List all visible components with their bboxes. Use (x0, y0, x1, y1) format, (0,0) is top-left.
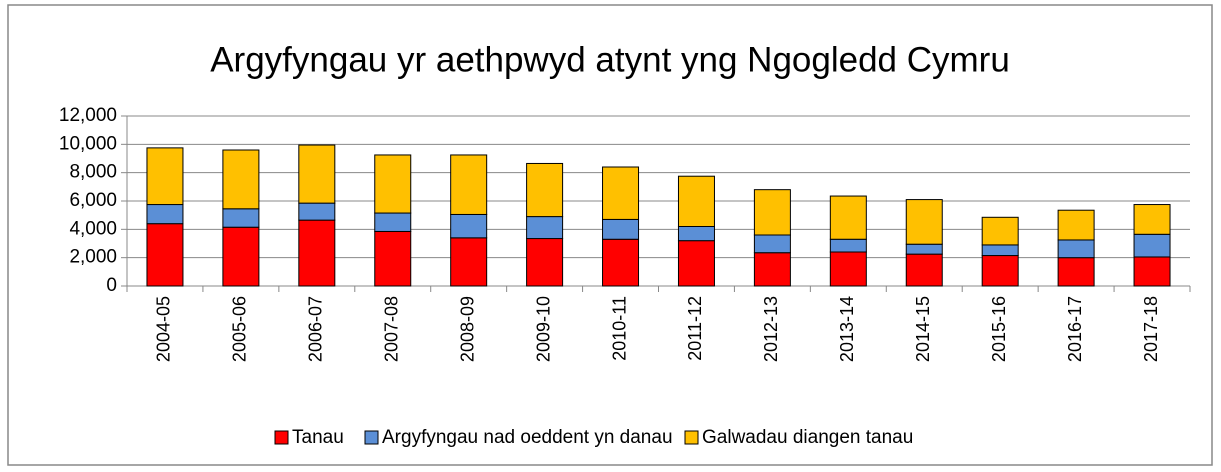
bar-segment (981, 255, 1019, 287)
y-tick-label: 0 (106, 275, 117, 296)
bar-segment (753, 234, 791, 254)
x-tick-label: 2011-12 (685, 296, 705, 361)
bar-segment (222, 149, 260, 210)
bar-segment (753, 189, 791, 236)
legend-swatch (364, 430, 379, 445)
bar-segment (677, 226, 715, 242)
bar-segment (829, 195, 867, 240)
bar-segment (526, 216, 564, 240)
y-tick-label: 2,000 (69, 247, 117, 268)
bar-segment (602, 238, 640, 287)
bar-segment (222, 208, 260, 228)
y-tick-label: 6,000 (69, 190, 117, 211)
legend-label: Argyfyngau nad oeddent yn danau (382, 427, 673, 448)
bar-segment (905, 253, 943, 287)
bar-segment (1133, 233, 1171, 258)
y-tick-label: 4,000 (69, 218, 117, 239)
bar-segment (298, 202, 336, 221)
y-tick-label: 12,000 (59, 105, 117, 126)
bar-segment (298, 219, 336, 287)
bar-segment (450, 237, 488, 287)
x-tick-label: 2017-18 (1141, 296, 1161, 362)
bar-segment (1133, 256, 1171, 287)
bar-segment (829, 238, 867, 253)
bar-segment (146, 147, 184, 206)
bar-segment (981, 244, 1019, 257)
x-tick-label: 2010-11 (609, 296, 629, 361)
x-tick-label: 2007-08 (382, 296, 402, 362)
bar-segment (905, 243, 943, 255)
legend-label: Tanau (292, 427, 344, 448)
bar-segment (450, 154, 488, 215)
x-tick-label: 2004-05 (154, 296, 174, 362)
bar-segment (526, 238, 564, 287)
bar-segment (222, 226, 260, 287)
x-tick-label: 2005-06 (230, 296, 250, 362)
bar-segment (146, 223, 184, 287)
y-tick-label: 10,000 (59, 133, 117, 154)
bar-segment (1057, 209, 1095, 241)
legend-swatch (684, 430, 699, 445)
bar-segment (1057, 257, 1095, 287)
bar-segment (526, 162, 564, 218)
legend-swatch (274, 430, 289, 445)
bar-segment (905, 199, 943, 245)
bar-segment (146, 204, 184, 225)
bar-segment (602, 166, 640, 220)
bar-segment (298, 144, 336, 204)
legend-label: Galwadau diangen tanau (702, 427, 913, 448)
bar-segment (981, 216, 1019, 246)
x-tick-label: 2013-14 (837, 296, 857, 362)
bar-segment (1057, 239, 1095, 259)
x-tick-label: 2008-09 (457, 296, 477, 362)
x-tick-label: 2012-13 (761, 296, 781, 362)
bar-segment (677, 175, 715, 227)
bar-segment (829, 251, 867, 287)
x-tick-label: 2009-10 (533, 296, 553, 362)
bar-segment (753, 252, 791, 287)
bar-segment (450, 213, 488, 239)
bar-segment (677, 240, 715, 287)
bar-segment (1133, 204, 1171, 235)
y-tick-label: 8,000 (69, 162, 117, 183)
x-tick-label: 2014-15 (913, 296, 933, 362)
x-tick-label: 2015-16 (989, 296, 1009, 362)
bar-segment (602, 218, 640, 240)
chart-title: Argyfyngau yr aethpwyd atynt yng Ngogled… (210, 40, 1010, 79)
bar-segment (374, 230, 412, 287)
bar-segment (374, 154, 412, 214)
bar-segment (374, 212, 412, 232)
x-tick-label: 2016-17 (1065, 296, 1085, 362)
x-tick-label: 2006-07 (306, 296, 326, 362)
